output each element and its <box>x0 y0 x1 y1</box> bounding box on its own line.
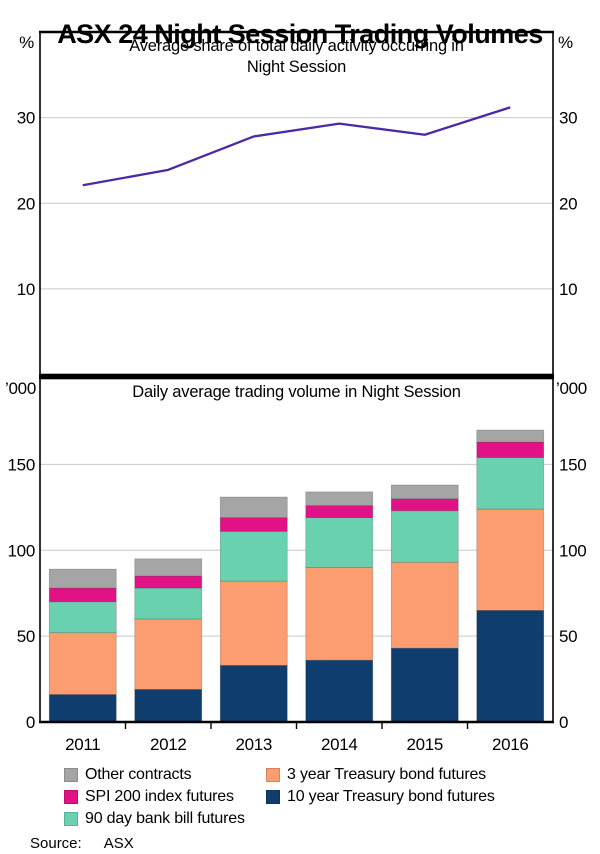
bottom-panel-title: Daily average trading volume in Night Se… <box>132 383 461 401</box>
y-tick-label-left: 30 <box>17 109 35 128</box>
bar-segment <box>48 601 117 634</box>
legend-item: 3 year Treasury bond futures <box>266 764 495 786</box>
bar-segment <box>48 587 117 603</box>
y-tick-label-right: 150 <box>559 455 586 474</box>
legend-swatch <box>64 812 78 826</box>
legend-column: 3 year Treasury bond futures 10 year Trea… <box>266 764 495 808</box>
legend-item-label: 90 day bank bill futures <box>85 810 245 827</box>
bar-segment <box>476 457 545 510</box>
bar-segment <box>48 694 117 723</box>
bar-segment <box>219 517 288 532</box>
bar-segment <box>476 508 545 611</box>
bottom-left-axis-unit: ’000 <box>5 379 36 398</box>
top-left-axis-unit: % <box>19 33 34 52</box>
bar-segment <box>305 517 374 568</box>
bar-segment <box>305 505 374 518</box>
legend-swatch <box>64 790 78 804</box>
y-tick-label-right: 100 <box>559 541 586 560</box>
bar-segment <box>390 510 459 563</box>
bar-segment <box>390 498 459 512</box>
legend-swatch <box>266 768 280 782</box>
legend-item-label: Other contracts <box>85 766 192 783</box>
legend-item: 90 day bank bill futures <box>64 808 245 830</box>
bar-segment <box>48 632 117 695</box>
top-panel-title-line1: Average share of total daily activity oc… <box>129 37 464 55</box>
top-panel-title: Average share of total daily activity oc… <box>40 36 553 78</box>
legend-item: Other contracts <box>64 764 245 786</box>
legend-item: SPI 200 index futures <box>64 786 245 808</box>
bar-segment <box>305 491 374 506</box>
bar-segment <box>476 429 545 443</box>
y-tick-label-right: 50 <box>559 627 577 646</box>
bar-segment <box>219 531 288 582</box>
x-tick-label: 2015 <box>406 735 443 754</box>
source-value: ASX <box>103 835 134 852</box>
bar-segment <box>219 664 288 723</box>
bar-segment <box>305 567 374 661</box>
bar-segment <box>390 484 459 500</box>
y-tick-label-right: 10 <box>559 280 577 299</box>
legend-item: 10 year Treasury bond futures <box>266 786 495 808</box>
chart-title: ASX 24 Night Session Trading Volumes <box>57 19 543 50</box>
top-panel-title-line2: Night Session <box>246 58 347 76</box>
bar-segment <box>390 647 459 723</box>
y-tick-label-left: 100 <box>8 541 35 560</box>
legend-item-label: 3 year Treasury bond futures <box>287 766 486 783</box>
y-tick-label-right: 30 <box>559 109 577 128</box>
y-tick-label-left: 20 <box>17 194 35 213</box>
bar-segment <box>134 587 203 620</box>
x-tick-label: 2013 <box>235 735 272 754</box>
bar-segment <box>134 575 203 589</box>
source-label: Source: <box>30 835 82 852</box>
bar-segment <box>476 441 545 458</box>
bar-segment <box>48 568 117 589</box>
y-tick-label-right: 20 <box>559 194 577 213</box>
legend-item-label: SPI 200 index futures <box>85 788 234 805</box>
legend-item-label: 10 year Treasury bond futures <box>287 788 495 805</box>
bar-segment <box>219 496 288 518</box>
source-line: Source: ASX <box>30 835 134 852</box>
bar-segment <box>134 558 203 577</box>
x-tick-label: 2011 <box>65 735 100 754</box>
bar-segment <box>134 689 203 723</box>
legend-swatch <box>64 768 78 782</box>
top-right-axis-unit: % <box>558 33 573 52</box>
x-tick-label: 2014 <box>321 735 358 754</box>
bar-segment <box>219 580 288 666</box>
bar-segment <box>305 659 374 723</box>
y-tick-label-left: 0 <box>26 713 35 732</box>
y-tick-label-left: 10 <box>17 280 35 299</box>
y-tick-label-right: 0 <box>559 713 568 732</box>
bottom-right-axis-unit: ’000 <box>556 379 587 398</box>
legend-swatch <box>266 790 280 804</box>
bar-segment <box>390 561 459 649</box>
share-line <box>82 106 511 187</box>
y-tick-label-left: 50 <box>17 627 35 646</box>
legend-column: Other contracts SPI 200 index futures 90 d… <box>64 764 245 830</box>
x-tick-label: 2012 <box>150 735 187 754</box>
x-tick-label: 2016 <box>492 735 529 754</box>
y-tick-label-left: 150 <box>8 455 35 474</box>
bar-segment <box>134 618 203 690</box>
bar-segment <box>476 610 545 723</box>
